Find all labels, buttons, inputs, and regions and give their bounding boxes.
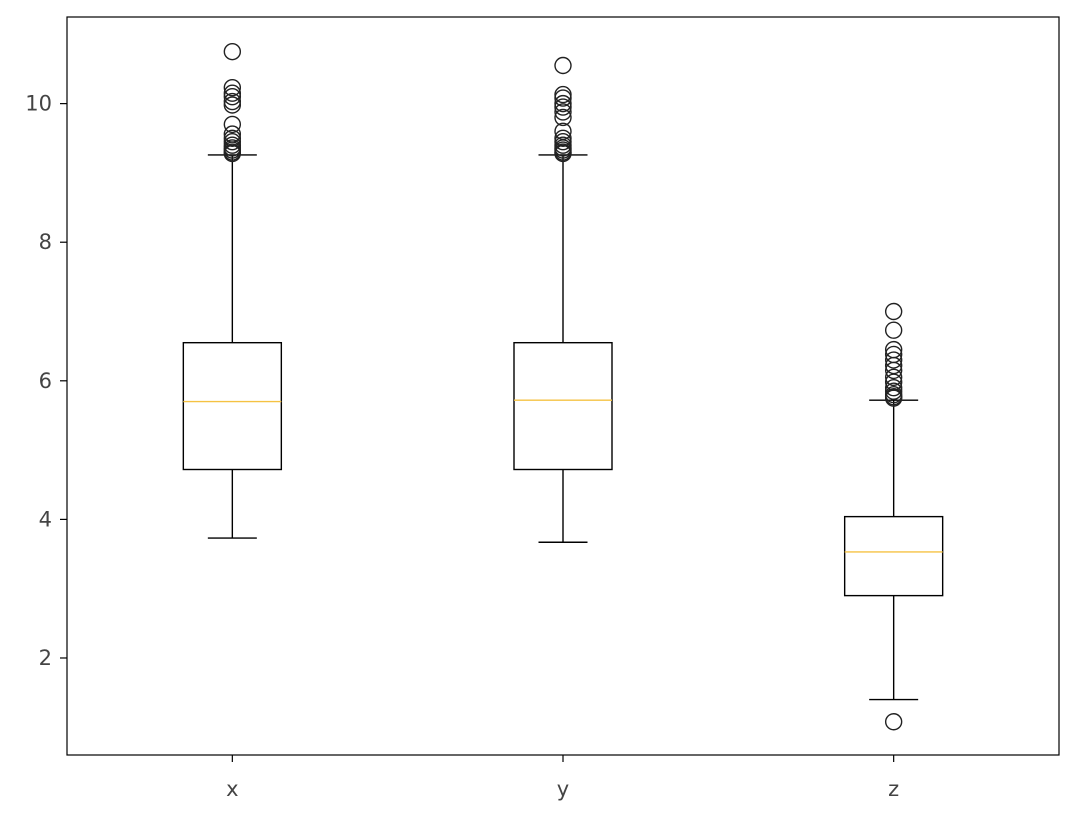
outlier-point bbox=[554, 94, 572, 113]
outlier-point bbox=[884, 389, 903, 407]
outlier-point bbox=[223, 133, 242, 151]
outlier-point bbox=[554, 133, 572, 151]
outlier-point bbox=[554, 98, 572, 116]
outlier-point bbox=[223, 129, 242, 147]
outlier-point bbox=[884, 713, 903, 731]
axes-layer: 2 4 6 8 10 x y z bbox=[25, 16, 1060, 801]
box-series-x bbox=[182, 42, 283, 539]
y-tick-label: 8 bbox=[39, 230, 52, 254]
outlier-point bbox=[223, 78, 242, 97]
outlier-point bbox=[554, 56, 572, 75]
plot-frame bbox=[66, 16, 1060, 756]
outlier-point bbox=[884, 368, 903, 387]
outlier-point bbox=[223, 115, 242, 134]
outlier-point bbox=[554, 89, 572, 107]
outlier-point bbox=[554, 85, 572, 104]
outlier-point bbox=[554, 144, 572, 163]
outlier-point bbox=[223, 42, 242, 61]
outlier-point bbox=[884, 302, 903, 321]
box-iqr bbox=[843, 515, 944, 597]
outlier-point bbox=[223, 92, 242, 111]
box-iqr bbox=[182, 341, 283, 471]
outlier-point bbox=[884, 382, 903, 400]
outlier-point bbox=[884, 351, 903, 369]
outlier-point bbox=[223, 144, 242, 163]
outlier-point bbox=[884, 379, 903, 397]
box-iqr bbox=[513, 341, 613, 471]
boxes-layer bbox=[182, 42, 944, 731]
y-tick-label: 2 bbox=[39, 646, 52, 670]
x-tick-label: x bbox=[226, 777, 238, 801]
outlier-point bbox=[554, 129, 572, 147]
x-tick-label: z bbox=[888, 777, 899, 801]
outlier-point bbox=[223, 96, 242, 114]
x-tick-label: y bbox=[557, 777, 569, 801]
outlier-point bbox=[223, 87, 242, 106]
box-series-y bbox=[513, 56, 613, 543]
outlier-point bbox=[223, 84, 242, 102]
outlier-point bbox=[554, 103, 572, 121]
y-tick-label: 10 bbox=[25, 92, 52, 116]
outlier-point bbox=[554, 108, 572, 127]
outlier-point bbox=[884, 361, 903, 380]
outlier-point bbox=[884, 321, 903, 339]
y-tick-label: 6 bbox=[39, 369, 52, 393]
box-series-z bbox=[843, 302, 944, 731]
y-tick-label: 4 bbox=[39, 507, 52, 531]
